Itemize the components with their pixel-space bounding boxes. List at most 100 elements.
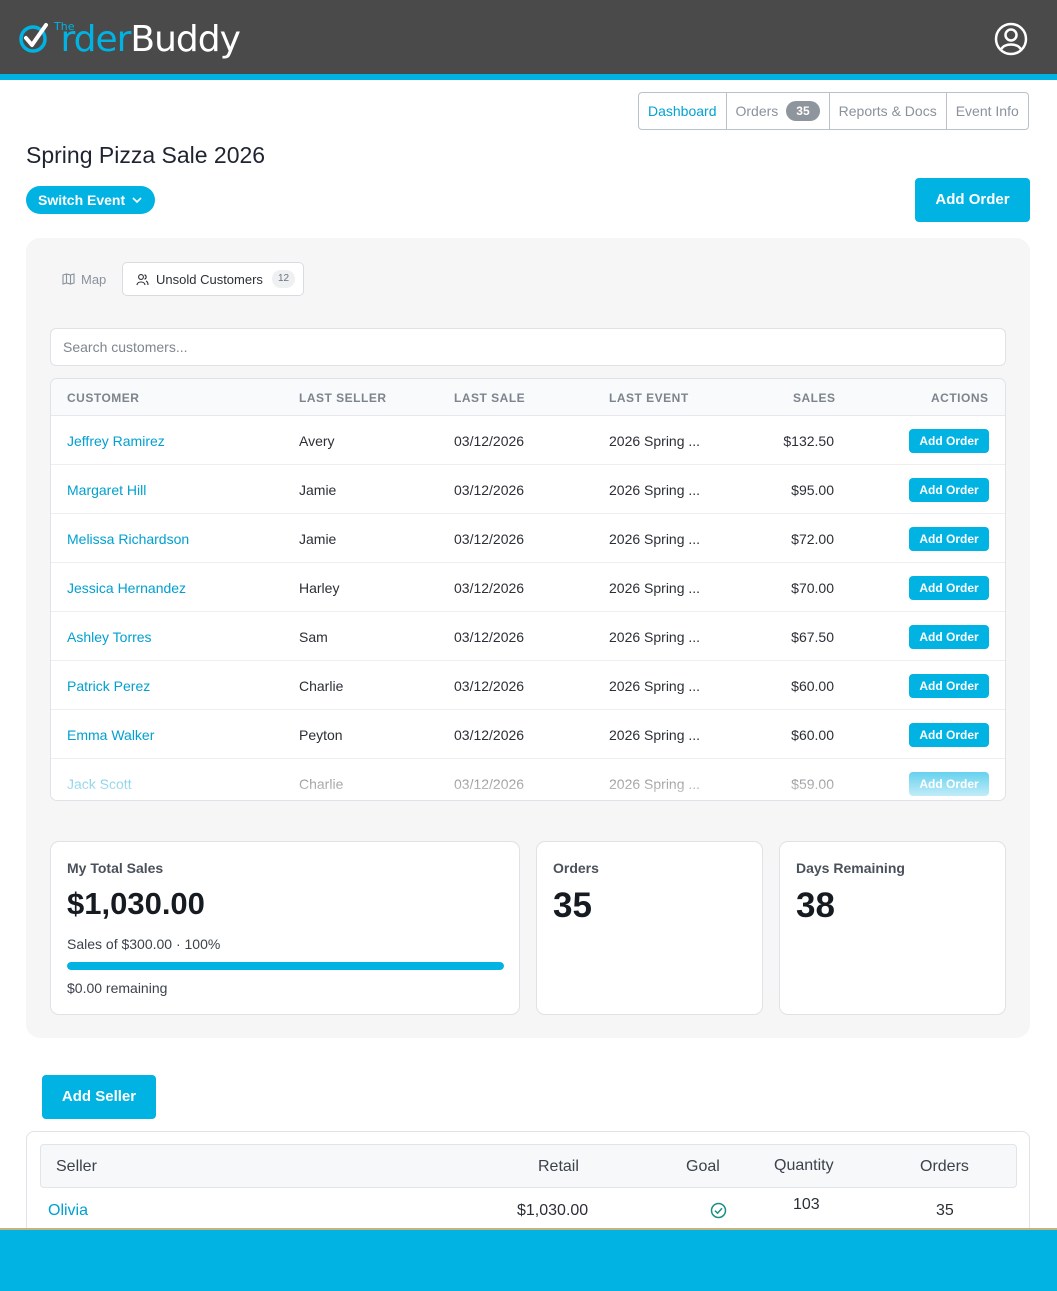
last-seller-cell: Sam xyxy=(299,629,328,645)
sales-cell: $72.00 xyxy=(791,531,834,547)
orders-count-badge: 35 xyxy=(786,101,820,121)
row-add-order-button[interactable]: Add Order xyxy=(909,674,989,698)
table-row: Margaret Hill Jamie 03/12/2026 2026 Spring … xyxy=(51,465,1005,514)
sales-cell: $60.00 xyxy=(791,678,834,694)
goal-text: Sales of $300.00 · 100% xyxy=(67,936,221,952)
row-add-order-button[interactable]: Add Order xyxy=(909,478,989,502)
logo-check-icon xyxy=(19,23,48,53)
row-add-order-button[interactable]: Add Order xyxy=(909,772,989,796)
goal-progress-fill xyxy=(67,962,504,970)
row-add-order-button[interactable]: Add Order xyxy=(909,625,989,649)
col-retail[interactable]: Retail xyxy=(538,1158,579,1175)
last-seller-cell: Jamie xyxy=(299,482,337,498)
add-order-button[interactable]: Add Order xyxy=(915,178,1030,222)
last-sale-cell: 03/12/2026 xyxy=(454,580,525,596)
logo-wordmark: rderBuddy xyxy=(18,18,241,62)
col-quantity[interactable]: Quantity xyxy=(774,1157,834,1174)
last-event-cell: 2026 Spring ... xyxy=(609,678,701,694)
sales-cell: $95.00 xyxy=(791,482,834,498)
last-event-cell: 2026 Spring ... xyxy=(609,580,701,596)
logo-the-text: The xyxy=(54,20,75,33)
sales-cell: $60.00 xyxy=(791,727,834,743)
tab-dashboard[interactable]: Dashboard xyxy=(639,93,727,129)
map-icon xyxy=(62,273,75,285)
table-row: Melissa Richardson Jamie 03/12/2026 2026 Sp… xyxy=(51,514,1005,563)
table-row: Jack Scott Charlie 03/12/2026 2026 Spring .… xyxy=(51,759,1005,800)
subtab-map[interactable]: Map xyxy=(62,270,106,288)
user-account-icon[interactable] xyxy=(994,22,1028,56)
row-add-order-button[interactable]: Add Order xyxy=(909,429,989,453)
switch-event-label: Switch Event xyxy=(38,192,126,208)
row-add-order-button[interactable]: Add Order xyxy=(909,723,989,747)
last-event-cell: 2026 Spring ... xyxy=(609,629,701,645)
tab-event-info[interactable]: Event Info xyxy=(947,93,1028,129)
tab-orders-label: Orders xyxy=(735,103,779,119)
customer-name-link[interactable]: Patrick Perez xyxy=(67,678,151,694)
table-row: Emma Walker Peyton 03/12/2026 2026 Spring .… xyxy=(51,710,1005,759)
col-sales[interactable]: SALES xyxy=(793,391,836,405)
header-accent-stripe xyxy=(0,74,1057,80)
page-title: Spring Pizza Sale 2026 xyxy=(26,142,266,168)
seller-quantity: 103 xyxy=(793,1196,820,1213)
col-last-seller[interactable]: LAST SELLER xyxy=(299,391,387,405)
col-customer[interactable]: CUSTOMER xyxy=(67,391,140,405)
row-add-order-button[interactable]: Add Order xyxy=(909,527,989,551)
tab-event-info-label: Event Info xyxy=(955,103,1019,119)
tab-reports-label: Reports & Docs xyxy=(838,103,937,119)
tab-orders[interactable]: Orders 35 xyxy=(727,93,830,129)
col-last-event[interactable]: LAST EVENT xyxy=(609,391,689,405)
sellers-table-header: Seller Retail Goal Quantity Orders xyxy=(40,1144,1017,1188)
last-event-cell: 2026 Spring ... xyxy=(609,531,701,547)
table-row: Jeffrey Ramirez Avery 03/12/2026 2026 Sprin… xyxy=(51,416,1005,465)
add-seller-button[interactable]: Add Seller xyxy=(42,1075,156,1119)
last-seller-cell: Charlie xyxy=(299,776,344,792)
logo-check-o xyxy=(18,19,60,60)
last-event-cell: 2026 Spring ... xyxy=(609,727,701,743)
customer-name-link[interactable]: Ashley Torres xyxy=(67,629,152,645)
seller-name-link[interactable]: Olivia xyxy=(48,1202,89,1219)
col-last-sale[interactable]: LAST SALE xyxy=(454,391,526,405)
col-goal[interactable]: Goal xyxy=(686,1158,720,1175)
unsold-count-badge: 12 xyxy=(271,270,296,288)
customer-name-link[interactable]: Margaret Hill xyxy=(67,482,147,498)
orders-label: Orders xyxy=(553,860,599,876)
customer-name-link[interactable]: Jack Scott xyxy=(67,776,132,792)
total-sales-card: My Total Sales $1,030.00 Sales of $300.0… xyxy=(50,841,520,1015)
last-sale-cell: 03/12/2026 xyxy=(454,776,525,792)
customer-name-link[interactable]: Jeffrey Ramirez xyxy=(67,433,165,449)
sales-cell: $132.50 xyxy=(783,433,834,449)
bottom-bar xyxy=(0,1228,1057,1291)
table-row: Jessica Hernandez Harley 03/12/2026 2026 Sp… xyxy=(51,563,1005,612)
search-customers-input[interactable] xyxy=(50,328,1006,366)
days-remaining-label: Days Remaining xyxy=(796,860,905,876)
table-header: CUSTOMER LAST SELLER LAST SALE LAST EVEN… xyxy=(51,379,1005,416)
main-nav-tabs: Dashboard Orders 35 Reports & Docs Event … xyxy=(638,92,1029,130)
customer-name-link[interactable]: Jessica Hernandez xyxy=(67,580,187,596)
last-event-cell: 2026 Spring ... xyxy=(609,433,701,449)
switch-event-button[interactable]: Switch Event xyxy=(26,186,155,214)
goal-progress-bar xyxy=(67,962,504,970)
subtab-unsold-customers[interactable]: Unsold Customers 12 xyxy=(122,262,304,296)
last-sale-cell: 03/12/2026 xyxy=(454,482,525,498)
last-seller-cell: Jamie xyxy=(299,531,337,547)
last-event-cell: 2026 Spring ... xyxy=(609,482,701,498)
last-sale-cell: 03/12/2026 xyxy=(454,531,525,547)
customer-name-link[interactable]: Melissa Richardson xyxy=(67,531,190,547)
logo-buddy-text: Buddy xyxy=(130,19,241,60)
row-add-order-button[interactable]: Add Order xyxy=(909,576,989,600)
tab-dashboard-label: Dashboard xyxy=(648,103,717,119)
top-header xyxy=(0,0,1057,74)
orders-card: Orders 35 xyxy=(536,841,763,1015)
subtab-unsold-label: Unsold Customers xyxy=(156,271,263,287)
users-icon xyxy=(136,273,149,285)
tab-reports-docs[interactable]: Reports & Docs xyxy=(830,93,947,129)
table-row: Patrick Perez Charlie 03/12/2026 2026 Sprin… xyxy=(51,661,1005,710)
app-logo[interactable]: The rderBuddy xyxy=(18,18,241,62)
col-actions: ACTIONS xyxy=(931,391,989,405)
total-sales-label: My Total Sales xyxy=(67,860,164,876)
col-orders[interactable]: Orders xyxy=(920,1158,969,1175)
last-seller-cell: Charlie xyxy=(299,678,344,694)
col-seller[interactable]: Seller xyxy=(56,1158,97,1175)
last-seller-cell: Harley xyxy=(299,580,340,596)
customer-name-link[interactable]: Emma Walker xyxy=(67,727,155,743)
